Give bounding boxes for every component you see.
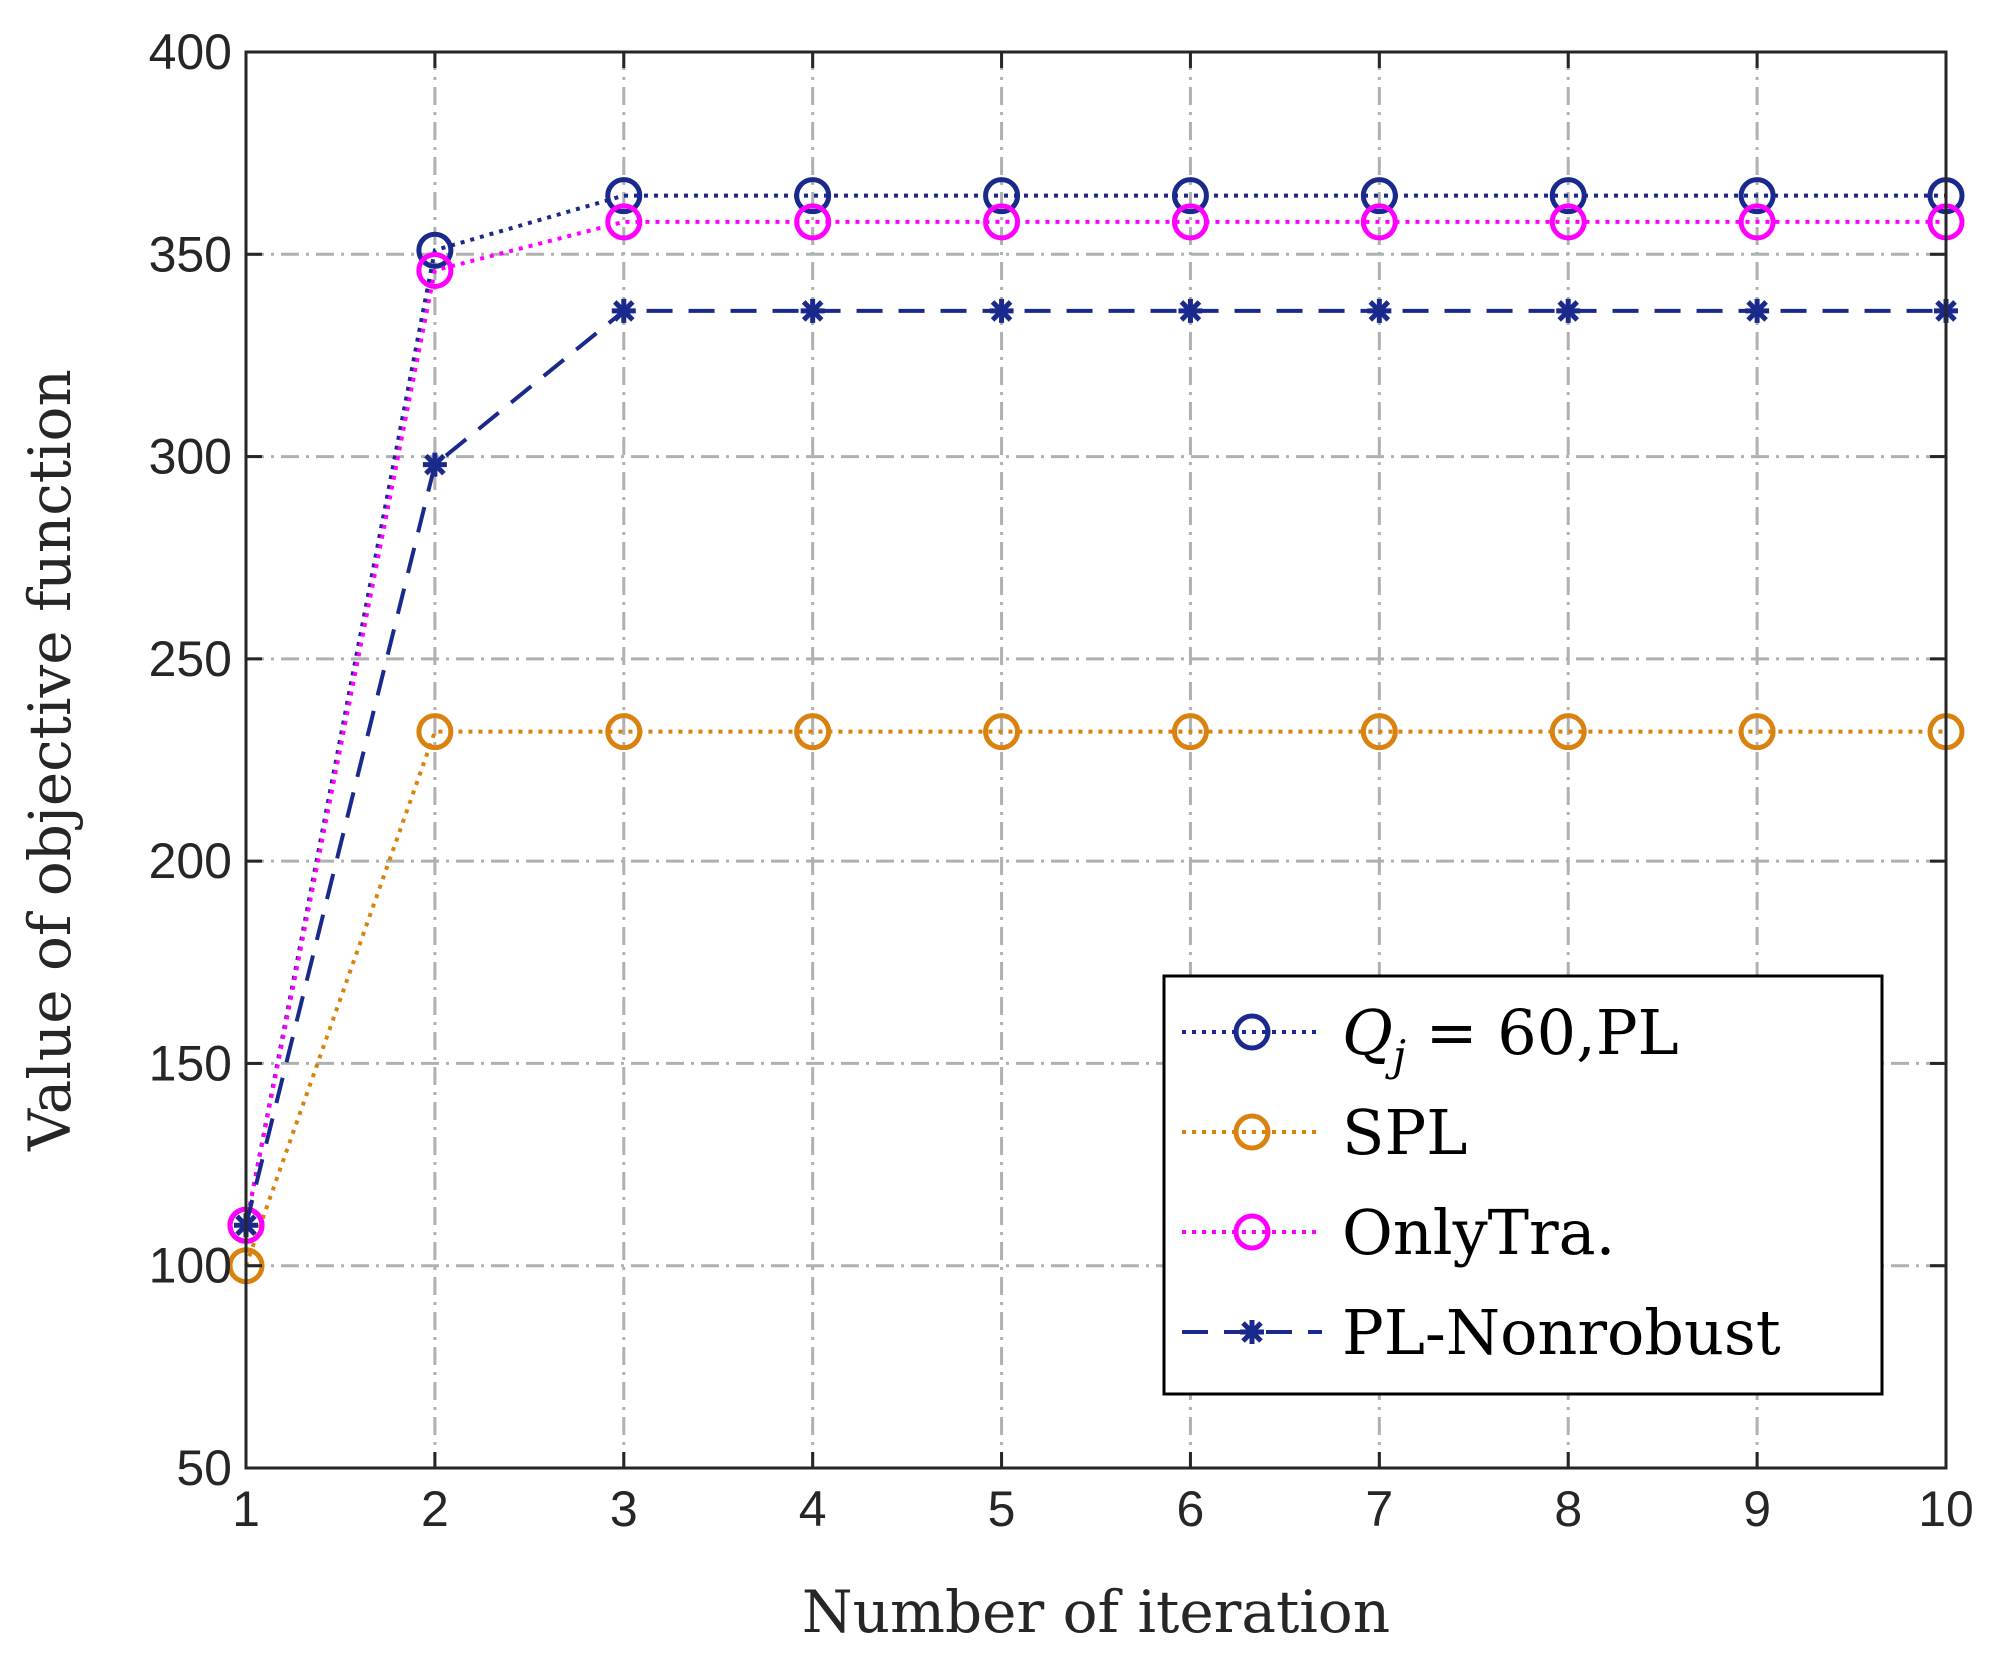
x-tick-label: 3 [610,1481,638,1537]
x-tick-label: 5 [988,1481,1016,1537]
y-tick-label: 250 [149,631,232,687]
y-tick-label: 300 [149,429,232,485]
series-2 [227,203,1965,1244]
data-point [1549,177,1587,215]
data-point [794,203,832,241]
data-point [794,177,832,215]
series-line [244,729,1946,1267]
y-axis-label: Value of objective function [16,369,84,1152]
data-point [1549,713,1587,751]
data-point [416,251,454,289]
data-point [1171,203,1209,241]
series-line [244,219,1946,1226]
legend-marker [1240,1320,1264,1344]
legend-marker [1233,1113,1271,1151]
y-tick-label: 200 [149,833,232,889]
data-point [1367,298,1392,323]
y-tick-label: 50 [176,1440,232,1496]
y-tick-label: 400 [149,24,232,80]
x-tick-label: 2 [421,1481,449,1537]
tick-layer: 1 2 3 4 5 6 7 8 9 10 50 100 150 200 250 300 350 400 [149,24,1974,1537]
legend-box [1162,974,1884,1396]
legend-marker [1233,1013,1271,1051]
series-line [244,308,1946,1226]
y-tick-label: 100 [149,1238,232,1294]
data-point [416,231,454,269]
legend-entry: PL-Nonrobust [1182,1296,1781,1369]
data-point [1738,203,1776,241]
data-point [800,298,825,323]
data-point [611,298,636,323]
data-point [422,452,447,477]
x-tick-label: 6 [1177,1481,1205,1537]
legend-entry: SPL [1182,1096,1467,1169]
series-line [244,193,1946,1226]
data-point [989,298,1014,323]
x-tick-label: 8 [1554,1481,1582,1537]
legend-label: Qj = 60,PL [1342,996,1679,1080]
data-point [1745,298,1770,323]
legend-marker [1233,1213,1271,1251]
data-point [1360,203,1398,241]
legend-entry: Qj = 60,PL [1182,996,1679,1080]
data-point [794,713,832,751]
data-point [1171,713,1209,751]
x-tick-label: 1 [232,1481,260,1537]
data-point [1556,298,1581,323]
x-tick-label: 9 [1743,1481,1771,1537]
data-point [605,713,643,751]
data-point [1360,177,1398,215]
x-tick-label: 7 [1365,1481,1393,1537]
data-point [983,203,1021,241]
y-tick-label: 150 [149,1035,232,1091]
y-tick-label: 350 [149,226,232,282]
data-point [1738,713,1776,751]
x-tick-label: 10 [1918,1481,1974,1537]
plot-frame [244,50,1948,1470]
data-point [605,177,643,215]
series-3 [234,298,1958,1238]
data-point [416,713,454,751]
legend: Qj = 60,PL SPL OnlyTra. PL-Nonrobust [1162,974,1884,1396]
legend-entry: OnlyTra. [1182,1196,1615,1269]
data-point [1178,298,1203,323]
data-point [983,713,1021,751]
legend-label: SPL [1342,1096,1467,1169]
legend-label: PL-Nonrobust [1342,1296,1781,1369]
data-point [983,177,1021,215]
legend-label: OnlyTra. [1342,1196,1615,1269]
x-axis-label: Number of iteration [802,1578,1390,1646]
data-point [1360,713,1398,751]
data-point [605,203,643,241]
data-point [1738,177,1776,215]
data-point [1171,177,1209,215]
x-tick-label: 4 [799,1481,827,1537]
data-point [1549,203,1587,241]
series-layer [227,177,1965,1285]
